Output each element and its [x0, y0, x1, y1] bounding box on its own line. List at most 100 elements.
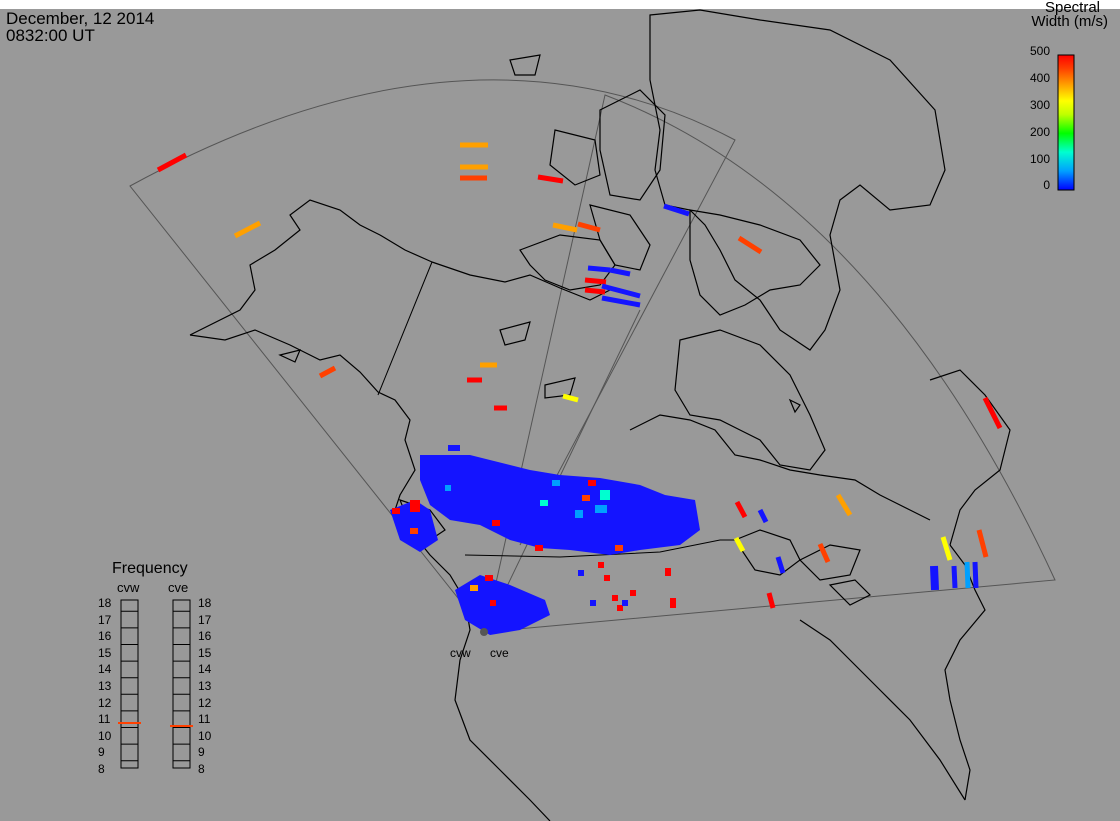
echo-cell — [600, 490, 610, 500]
frequency-tick-right: 9 — [198, 745, 205, 760]
echo-bar — [584, 277, 607, 285]
echo-cell — [445, 485, 451, 491]
echo-bar — [817, 542, 831, 564]
frequency-title: Frequency — [112, 560, 188, 577]
echo-cell — [470, 585, 478, 591]
colorbar-title-line1: Spectral — [1044, 0, 1100, 16]
echo-bar — [930, 565, 939, 591]
echo-bar — [537, 174, 564, 184]
frequency-tick-right: 8 — [198, 762, 205, 776]
echo-bar — [233, 220, 262, 239]
time-label: 0832:00 UT — [6, 26, 95, 45]
echo-bar — [601, 295, 641, 308]
frequency-tick-right: 13 — [198, 679, 212, 693]
echo-bar — [976, 529, 989, 558]
frequency-radar-label-cvw: cvw — [117, 580, 140, 595]
echo-bar — [577, 221, 601, 233]
echo-cell — [410, 528, 418, 534]
echo-bar — [601, 283, 641, 299]
colorbar-tick: 0 — [1043, 178, 1050, 192]
echo-cell — [588, 480, 596, 486]
echo-cell — [578, 570, 584, 576]
echo-cell — [492, 520, 500, 526]
date-label: December, 12 2014 — [6, 9, 155, 28]
echo-cell — [448, 445, 460, 451]
frequency-tick-left: 16 — [98, 629, 112, 644]
echo-bar — [318, 365, 337, 379]
frequency-tick-right: 16 — [198, 629, 212, 644]
frequency-tick-left: 13 — [98, 679, 112, 693]
echo-cell — [615, 545, 623, 551]
frequency-tick-right: 17 — [198, 612, 212, 627]
echo-bar — [775, 556, 786, 574]
frequency-tick-right: 18 — [198, 596, 212, 610]
political-borders — [377, 261, 735, 558]
frequency-tick-left: 9 — [98, 745, 105, 760]
echo-bar — [835, 493, 853, 517]
echo-cell — [490, 600, 496, 606]
echo-cell — [604, 575, 610, 581]
frequency-tick-left: 18 — [98, 596, 112, 610]
echo-cell — [665, 568, 671, 576]
echo-cell — [617, 605, 623, 611]
colorbar-tick: 200 — [1029, 125, 1050, 139]
site-label-cve: cve — [490, 646, 509, 660]
echo-cell — [590, 600, 596, 606]
echo-cluster-fan — [455, 575, 550, 635]
frequency-tick-left: 8 — [98, 762, 105, 776]
frequency-tick-right: 14 — [198, 662, 212, 677]
colorbar-title-line2: Width (m/s) — [1031, 13, 1108, 30]
site-label-cvw: cvw — [450, 646, 471, 660]
frequency-tick-left: 11 — [98, 712, 111, 727]
echo-bar — [562, 393, 579, 403]
echo-bar — [587, 265, 611, 273]
fov-outline-cvw — [129, 79, 736, 633]
echo-bar — [734, 500, 748, 519]
echo-bar — [663, 203, 690, 217]
echo-cell — [575, 510, 583, 518]
frequency-tick-left: 15 — [98, 645, 112, 660]
echo-cluster-bc — [390, 500, 438, 552]
echo-bar — [964, 561, 971, 589]
echo-bar — [584, 287, 606, 295]
echo-cell — [552, 480, 560, 486]
frequency-tick-left: 14 — [98, 662, 112, 677]
echo-bar — [737, 235, 763, 255]
frequency-tick-right: 10 — [198, 728, 212, 743]
echo-cell — [622, 600, 628, 606]
echo-cell — [630, 590, 636, 596]
colorbar-tick: 400 — [1029, 71, 1050, 85]
echo-cell — [598, 562, 604, 568]
echo-cell — [410, 500, 420, 512]
echo-cell — [535, 545, 543, 551]
colorbar-tick: 500 — [1029, 44, 1050, 58]
echo-bar — [940, 536, 953, 561]
frequency-tick-left: 12 — [98, 695, 112, 710]
colorbar-gradient — [1057, 54, 1075, 191]
frequency-tick-left: 10 — [98, 728, 112, 743]
frequency-tick-right: 12 — [198, 695, 212, 710]
echo-cell — [670, 598, 676, 608]
echo-cell — [612, 595, 618, 601]
echo-bar — [982, 396, 1003, 430]
radar-echoes — [156, 142, 1003, 635]
frequency-radar-label-cve: cve — [168, 580, 189, 595]
frequency-tick-right: 11 — [198, 712, 211, 727]
echo-bar — [951, 565, 958, 589]
top-strip — [0, 0, 1120, 9]
echo-cell — [595, 505, 607, 513]
echo-bar — [609, 267, 631, 277]
echo-bar — [972, 561, 979, 589]
fov-outline-cve — [484, 94, 1056, 633]
echo-cell — [582, 495, 590, 501]
frequency-tick-left: 17 — [98, 612, 112, 627]
frequency-tick-right: 15 — [198, 645, 212, 660]
echo-cell — [485, 575, 493, 581]
echo-bar — [733, 536, 746, 553]
colorbar-tick: 300 — [1029, 98, 1050, 112]
echo-cell — [392, 508, 400, 514]
colorbar-tick: 100 — [1029, 152, 1050, 166]
radar-site-marker — [480, 628, 488, 636]
